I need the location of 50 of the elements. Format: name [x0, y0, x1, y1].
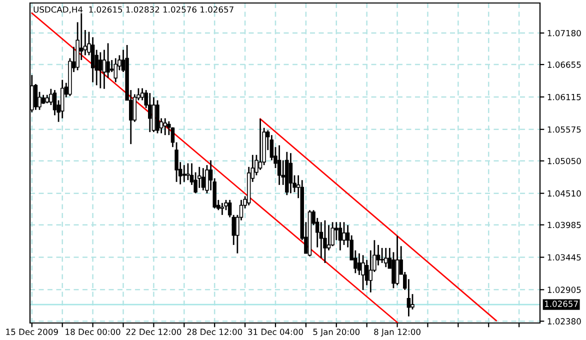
candlestick — [376, 244, 380, 266]
candlestick — [258, 118, 262, 171]
candlestick — [182, 164, 186, 183]
ref-line-label: 1.02657 — [544, 300, 578, 307]
candlestick — [148, 92, 152, 133]
y-tick-label: 1.02905 — [548, 286, 581, 293]
x-tick-label: 31 Dec 04:00 — [248, 328, 303, 336]
candlestick — [41, 94, 46, 105]
candlestick — [384, 247, 388, 268]
y-tick-label: 1.06655 — [548, 62, 581, 68]
candlestick — [114, 58, 118, 83]
candlestick — [361, 254, 365, 291]
candlestick — [330, 221, 334, 247]
candlestick — [277, 144, 282, 186]
candlestick — [338, 221, 342, 252]
y-tick-label: 1.04510 — [548, 190, 581, 197]
candlestick — [174, 142, 178, 183]
candlestick — [323, 220, 327, 264]
candlestick — [201, 167, 206, 192]
candlestick — [98, 52, 102, 89]
y-tick-label: 1.05575 — [548, 126, 581, 133]
x-tick-label: 15 Dec 2009 — [6, 328, 58, 336]
candlestick — [220, 202, 224, 216]
candlestick — [392, 251, 396, 289]
candlestick — [410, 293, 414, 310]
candlestick — [163, 118, 167, 136]
candlestick — [186, 162, 190, 181]
y-tick-label: 1.05050 — [548, 158, 581, 164]
y-tick-label: 1.03985 — [548, 222, 581, 228]
y-tick-label: 1.07180 — [548, 30, 581, 36]
x-tick-label: 8 Jan 12:00 — [374, 328, 420, 337]
candlestick — [106, 42, 110, 79]
candlestick — [205, 164, 209, 194]
x-tick-label: 22 Dec 12:00 — [126, 328, 182, 336]
candlestick — [60, 79, 64, 119]
candlestick — [326, 224, 331, 252]
candlestick — [288, 152, 293, 194]
candlestick — [357, 252, 362, 276]
y-tick-label: 1.03445 — [548, 254, 581, 261]
x-tick-label: 18 Dec 00:00 — [66, 328, 120, 336]
candlestick — [342, 221, 346, 246]
y-tick-label: 1.06115 — [548, 94, 581, 100]
x-tick-label: 28 Dec 12:00 — [187, 328, 242, 336]
x-tick-label: 5 Jan 20:00 — [313, 328, 360, 337]
candlestick — [395, 235, 400, 286]
candlestick — [406, 278, 411, 318]
chart-title: USDCAD,H4 1.02615 1.02832 1.02576 1.02657 — [34, 6, 234, 14]
candlestick — [319, 221, 324, 259]
candlestick — [380, 247, 384, 264]
y-tick-label: 1.02380 — [548, 318, 581, 324]
